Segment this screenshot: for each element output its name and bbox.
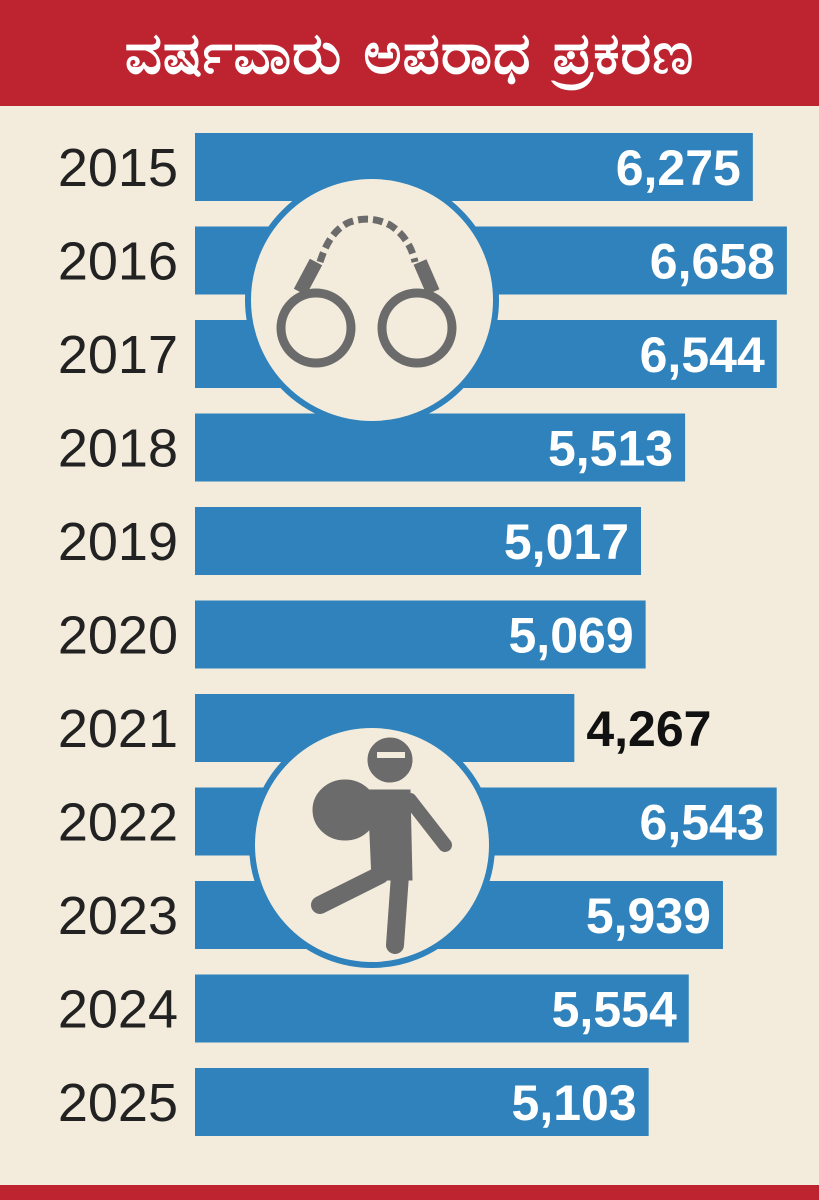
value-label: 5,017 bbox=[504, 514, 629, 570]
year-label: 2019 bbox=[58, 512, 178, 572]
value-label: 6,658 bbox=[650, 234, 775, 290]
value-label: 5,513 bbox=[548, 421, 673, 477]
year-label: 2023 bbox=[58, 886, 178, 946]
year-label: 2017 bbox=[58, 325, 178, 385]
value-label: 4,267 bbox=[586, 701, 711, 757]
year-label: 2020 bbox=[58, 606, 178, 666]
value-label: 5,069 bbox=[509, 608, 634, 664]
bar bbox=[195, 507, 642, 575]
bar bbox=[195, 1068, 649, 1136]
handcuffs-icon bbox=[245, 173, 499, 427]
chart-title: ವರ್ಷವಾರು ಅಪರಾಧ ಪ್ರಕರಣ bbox=[124, 18, 695, 87]
value-label: 6,275 bbox=[616, 140, 741, 196]
value-label: 5,554 bbox=[552, 982, 677, 1038]
bar bbox=[195, 600, 646, 669]
value-label: 5,939 bbox=[586, 888, 711, 944]
year-label: 2022 bbox=[58, 793, 178, 853]
running-thief-icon bbox=[249, 722, 495, 968]
bottom-banner bbox=[0, 1185, 819, 1200]
value-label: 6,543 bbox=[640, 795, 765, 851]
year-label: 2025 bbox=[58, 1073, 178, 1133]
year-label: 2018 bbox=[58, 419, 178, 479]
year-label: 2016 bbox=[58, 232, 178, 292]
bar bbox=[195, 974, 689, 1043]
bar bbox=[195, 413, 686, 482]
year-label: 2024 bbox=[58, 980, 178, 1040]
year-label: 2015 bbox=[58, 138, 178, 198]
value-label: 5,103 bbox=[512, 1075, 637, 1131]
year-label: 2021 bbox=[58, 699, 178, 759]
title-banner: ವರ್ಷವಾರು ಅಪರಾಧ ಪ್ರಕರಣ bbox=[0, 0, 819, 106]
bar bbox=[195, 133, 753, 201]
value-label: 6,544 bbox=[640, 327, 765, 383]
